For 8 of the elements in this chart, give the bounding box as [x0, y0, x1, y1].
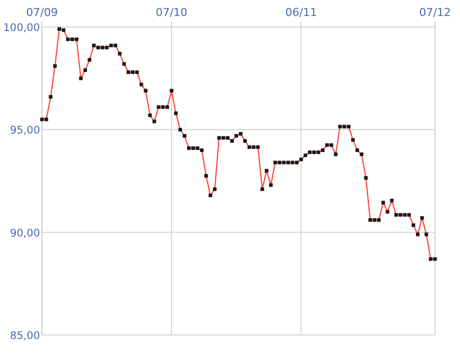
- y-tick-label: 100,00: [3, 22, 40, 34]
- x-tick-label: 07/12: [419, 6, 451, 19]
- x-tick-label: 06/11: [285, 6, 317, 19]
- x-tick-label: 07/09: [26, 6, 58, 19]
- y-tick-label: 85,00: [10, 330, 40, 342]
- y-tick-label: 95,00: [10, 124, 40, 137]
- y-tick-label: 90,00: [10, 227, 40, 240]
- x-tick-label: 07/10: [156, 6, 188, 19]
